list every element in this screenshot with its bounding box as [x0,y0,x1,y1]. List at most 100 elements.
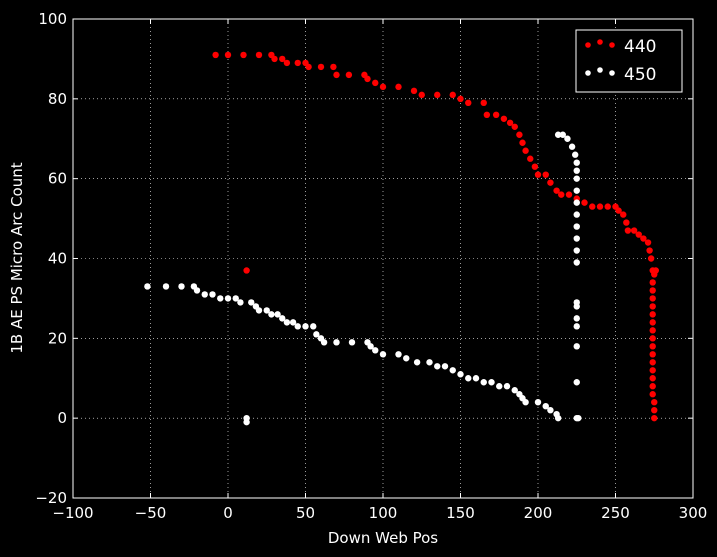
data-point [640,235,647,242]
data-point [649,303,656,310]
data-point [649,351,656,358]
data-point [522,147,529,154]
data-point [649,375,656,382]
data-point [531,163,539,170]
data-point [413,359,421,366]
data-point [630,227,638,234]
data-point [649,319,656,326]
data-point [553,187,560,194]
legend: 440 450 [575,29,683,93]
data-point [317,63,325,71]
data-point [472,375,480,382]
axis-ticks [72,18,694,499]
y-axis-label: 1B AE PS Micro Arc Count [8,162,26,353]
data-point [434,91,441,99]
data-point [573,223,580,230]
x-tick-label: 150 [446,504,475,522]
data-point [333,71,340,79]
legend-marker [585,70,591,76]
legend-marker [609,70,615,76]
data-point [534,399,542,406]
data-point [465,99,472,107]
data-point [217,295,224,302]
data-point [271,55,278,63]
data-point [162,283,170,290]
data-point [649,335,656,342]
data-point [263,307,270,314]
legend-markers [585,39,615,76]
data-point [511,387,518,394]
data-point [395,351,402,358]
series-450 [144,131,582,426]
y-tick-label: 100 [38,10,67,28]
data-point [441,363,449,370]
data-point [573,315,580,322]
data-point [547,179,554,186]
data-point [255,307,263,314]
data-point [465,375,472,382]
data-point [434,363,441,370]
x-tick-label: 0 [223,504,233,522]
data-point [313,331,320,338]
data-point [649,367,656,374]
data-point [623,219,630,226]
data-point [620,211,627,218]
data-point [542,171,549,178]
y-tick-label: 80 [48,90,67,108]
data-point [649,327,656,334]
data-point [581,199,588,206]
data-point [224,295,232,302]
data-point [573,211,580,218]
data-point [573,187,580,194]
data-point [345,71,353,79]
x-tick-label: 250 [601,504,630,522]
data-point [568,143,576,150]
data-point [644,239,652,246]
data-point [240,51,247,59]
y-tick-label: 40 [48,250,67,268]
data-point [364,75,371,83]
data-point [294,59,301,67]
data-point [367,343,374,350]
data-point [248,299,255,306]
series-440 [212,51,659,422]
data-point [516,131,523,138]
data-point [573,167,580,174]
legend-label-450: 450 [624,65,656,85]
data-point [649,383,656,390]
data-point [426,359,433,366]
data-point [573,343,580,350]
data-point [457,95,464,103]
x-tick-label: 100 [369,504,398,522]
data-point [449,91,456,99]
data-point [573,259,580,266]
y-tick-label: −20 [35,489,67,507]
data-point [649,279,656,286]
y-tick-label: 20 [48,329,67,347]
x-tick-label: 200 [524,504,553,522]
data-point [649,287,656,294]
data-point [178,283,185,290]
data-point [624,227,632,234]
data-point [488,379,495,386]
data-point [237,299,244,306]
data-point [573,159,580,166]
data-point [506,119,514,126]
data-point [483,111,491,119]
data-point [492,111,500,119]
data-point [573,199,580,206]
data-point [193,287,201,294]
data-point [348,339,356,346]
data-point [212,51,219,59]
data-point [542,402,549,410]
data-point [573,303,580,310]
data-point [201,291,208,298]
data-point [289,319,297,326]
x-axis-label: Down Web Pos [328,529,438,547]
data-point [480,379,487,386]
data-point [635,231,642,238]
data-points [144,51,659,426]
data-point [564,135,571,142]
data-point [333,339,340,346]
